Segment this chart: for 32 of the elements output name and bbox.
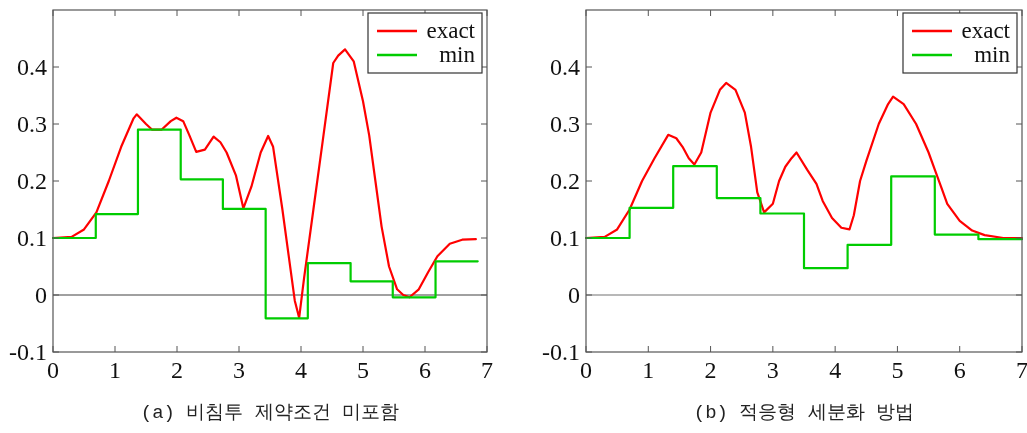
y-tick-label: 0.3 bbox=[550, 111, 580, 137]
y-tick-label: -0.1 bbox=[9, 339, 47, 365]
text: (a) 비침투 제약조건 미포함 bbox=[140, 402, 400, 424]
x-tick-label: 1 bbox=[109, 357, 121, 383]
x-tick-label: 3 bbox=[766, 357, 779, 383]
y-tick-label: 0.3 bbox=[17, 111, 47, 137]
y-tick-label: 0 bbox=[568, 282, 580, 308]
x-tick-label: 6 bbox=[419, 357, 431, 383]
x-tick-label: 5 bbox=[357, 357, 369, 383]
legend-label: min bbox=[439, 42, 476, 67]
x-tick-label: 7 bbox=[481, 357, 493, 383]
x-tick-label: 6 bbox=[953, 357, 966, 383]
x-tick-label: 4 bbox=[295, 357, 307, 383]
x-tick-label: 7 bbox=[1016, 357, 1027, 383]
text: (b) 적응형 세분화 방법 bbox=[693, 402, 915, 424]
y-tick-label: 0.1 bbox=[17, 225, 47, 251]
x-tick-label: 1 bbox=[642, 357, 655, 383]
x-tick-label: 4 bbox=[829, 357, 842, 383]
y-tick-label: -0.1 bbox=[542, 339, 580, 365]
y-tick-label: 0.2 bbox=[550, 168, 580, 194]
y-tick-label: 0.4 bbox=[17, 54, 47, 80]
y-tick-label: 0.4 bbox=[550, 54, 580, 80]
y-tick-label: 0.1 bbox=[550, 225, 580, 251]
x-tick-label: 2 bbox=[171, 357, 183, 383]
x-tick-label: 5 bbox=[891, 357, 904, 383]
x-tick-label: 3 bbox=[233, 357, 245, 383]
legend-label: exact bbox=[961, 18, 1011, 43]
legend-label: exact bbox=[426, 18, 476, 43]
legend-label: min bbox=[974, 42, 1011, 67]
x-tick-label: 2 bbox=[704, 357, 717, 383]
y-tick-label: 0 bbox=[35, 282, 47, 308]
y-tick-label: 0.2 bbox=[17, 168, 47, 194]
